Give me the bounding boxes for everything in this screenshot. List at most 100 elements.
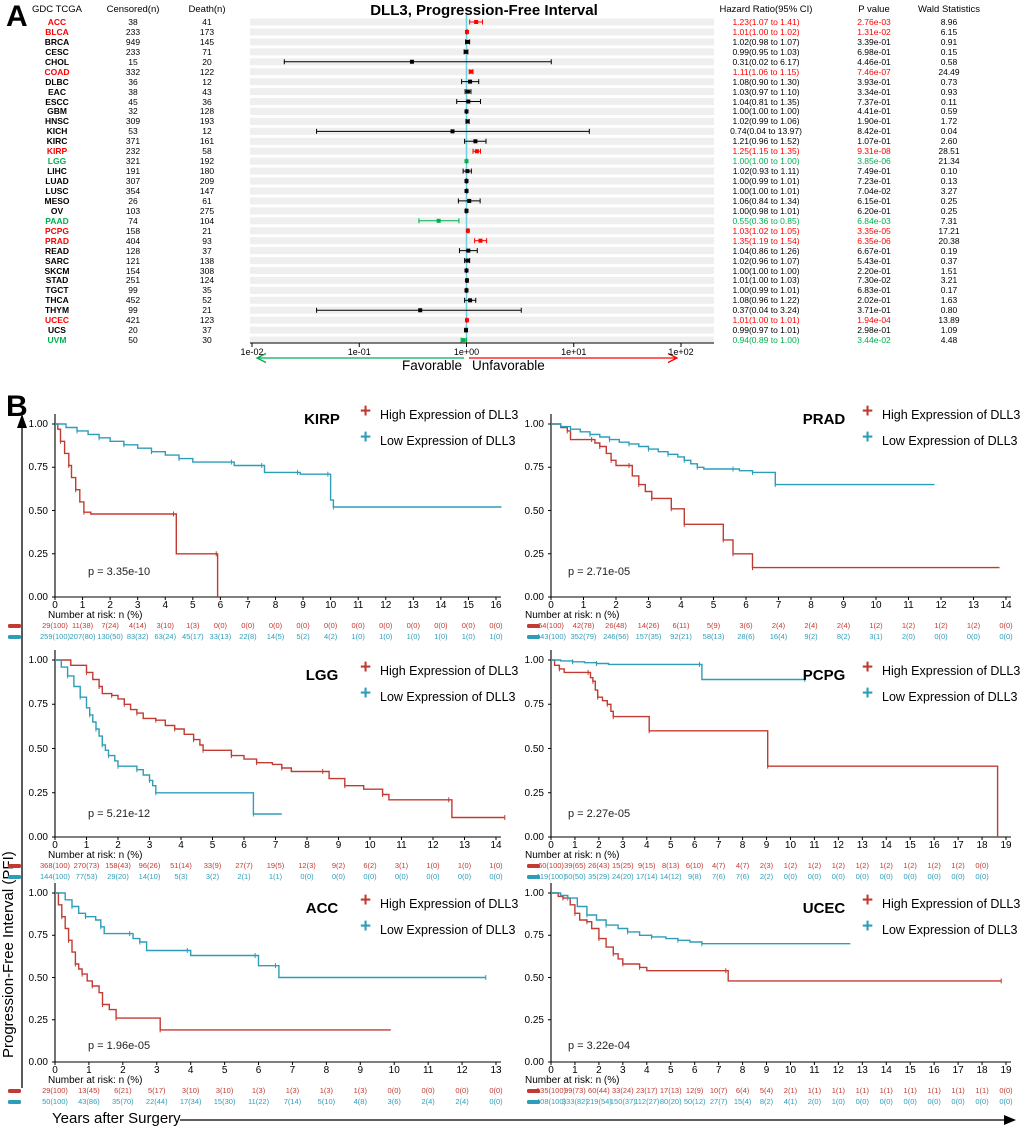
km-low-curve <box>55 659 282 815</box>
risk-value: 58(13) <box>702 632 725 641</box>
forest-wald-value: 0.11 <box>941 96 957 107</box>
forest-wald-value: 0.93 <box>940 86 958 97</box>
forest-wald-value: 0.25 <box>940 195 958 206</box>
km-title: PCPG <box>802 667 846 684</box>
forest-cohort-label: LIHC <box>47 166 67 177</box>
forest-row-band <box>250 98 714 106</box>
hr-point <box>464 109 469 114</box>
forest-censored-value: 121 <box>125 255 141 266</box>
forest-hr-text: 0.94(0.89 to 1.00) <box>732 335 800 346</box>
forest-death-value: 30 <box>202 335 212 346</box>
risk-value: 0(0) <box>999 1097 1013 1106</box>
forest-cohort-label: READ <box>44 245 70 256</box>
hr-point <box>466 248 471 253</box>
risk-value: 1(2) <box>966 621 981 630</box>
risk-value: 1(3) <box>353 1086 367 1095</box>
forest-wald-value: 0.13 <box>940 176 958 187</box>
right-arrow-icon <box>1004 1115 1016 1125</box>
forest-censored-value: 191 <box>125 166 141 177</box>
risk-value: 1(1) <box>927 1086 941 1095</box>
km-x-tick: 0 <box>52 1065 58 1076</box>
km-y-tick: 1.00 <box>524 655 544 666</box>
forest-cohort-label: PAAD <box>45 215 69 226</box>
forest-pvalue: 6.83e-01 <box>857 285 891 296</box>
legend-high-marker-icon: + <box>360 401 372 422</box>
forest-censored-value: 404 <box>125 235 141 246</box>
risk-row-marker-icon <box>527 1100 540 1104</box>
km-x-tick: 9 <box>357 1065 364 1076</box>
forest-cohort-label: GBM <box>47 106 67 117</box>
forest-hr-text: 1.35(1.19 to 1.54) <box>732 235 800 246</box>
forest-wald-value: 13.89 <box>938 315 960 326</box>
forest-wald-value: 1.63 <box>940 295 958 306</box>
km-y-tick: 0.25 <box>524 1014 544 1026</box>
risk-value: 2(3) <box>759 861 774 870</box>
hr-point <box>465 169 470 174</box>
hr-point <box>418 308 423 313</box>
risk-table-header: Number at risk: n (%) <box>48 850 143 861</box>
km-y-tick: 1.00 <box>28 888 48 899</box>
risk-table-header: Number at risk: n (%) <box>525 850 620 861</box>
legend-low-marker-icon: + <box>360 427 372 448</box>
km-x-tick: 11 <box>396 840 407 851</box>
km-x-tick: 18 <box>976 1065 988 1076</box>
risk-value: 50(100) <box>42 1097 68 1106</box>
forest-wald-value: 0.91 <box>940 36 958 47</box>
forest-death-value: 37 <box>202 245 212 256</box>
km-x-tick: 16 <box>928 1065 940 1076</box>
forest-pvalue: 1.31e-02 <box>857 26 891 37</box>
hr-point <box>464 318 469 323</box>
risk-value: 2(4) <box>836 621 851 630</box>
legend-low-marker-icon: + <box>360 916 372 937</box>
risk-value: 1(3) <box>186 621 200 630</box>
risk-value: 13(45) <box>78 1086 100 1095</box>
risk-value: 1(1) <box>268 872 283 881</box>
forest-censored-value: 233 <box>125 46 141 57</box>
forest-death-value: 41 <box>202 17 212 27</box>
forest-censored-value: 232 <box>125 146 141 157</box>
forest-censored-value: 949 <box>125 36 141 47</box>
forest-death-value: 36 <box>202 96 212 107</box>
km-low-curve <box>551 423 935 486</box>
forest-death-value: 93 <box>202 235 212 246</box>
risk-value: 39(65) <box>564 861 586 870</box>
risk-value: 0(0) <box>489 872 503 881</box>
legend-high-label: High Expression of DLL3 <box>882 664 1020 678</box>
forest-cohort-label: EAC <box>48 86 66 97</box>
risk-value: 270(73) <box>73 861 100 870</box>
risk-table-header: Number at risk: n (%) <box>48 610 143 621</box>
risk-value: 77(53) <box>75 872 98 881</box>
forest-pvalue: 6.15e-01 <box>857 195 891 206</box>
risk-value: 0(0) <box>455 1086 469 1095</box>
risk-value: 5(17) <box>148 1086 166 1095</box>
risk-value: 1(3) <box>285 1086 300 1095</box>
risk-value: 112(27) <box>634 1097 660 1106</box>
km-x-tick: 13 <box>490 1065 502 1076</box>
km-x-tick: 13 <box>407 600 419 611</box>
forest-pvalue: 6.35e-06 <box>857 235 891 246</box>
legend-high-marker-icon: + <box>862 657 874 678</box>
km-x-tick: 0 <box>52 600 58 611</box>
km-y-tick: 1.00 <box>524 888 544 899</box>
risk-value: 0(0) <box>951 872 965 881</box>
forest-row-band <box>250 117 714 125</box>
forest-wald-value: 3.27 <box>940 185 958 196</box>
risk-value: 15(30) <box>213 1097 236 1106</box>
forest-wald-value: 1.51 <box>940 265 958 276</box>
forest-death-value: 193 <box>199 116 215 127</box>
hr-point <box>473 139 478 144</box>
km-x-tick: 14 <box>880 1065 892 1076</box>
km-x-tick: 12 <box>935 600 947 611</box>
risk-value: 4(7) <box>711 861 726 870</box>
risk-value: 158(43) <box>105 861 131 870</box>
forest-cohort-label: LUSC <box>45 185 69 196</box>
risk-value: 1(2) <box>903 861 917 870</box>
km-x-tick: 3 <box>620 1065 626 1076</box>
risk-value: 0(0) <box>879 1097 893 1106</box>
forest-death-value: 12 <box>202 126 212 137</box>
forest-death-value: 180 <box>199 166 215 177</box>
forest-wald-value: 28.51 <box>938 146 960 157</box>
risk-value: 157(35) <box>635 632 662 641</box>
risk-value: 17(13) <box>659 1086 682 1095</box>
